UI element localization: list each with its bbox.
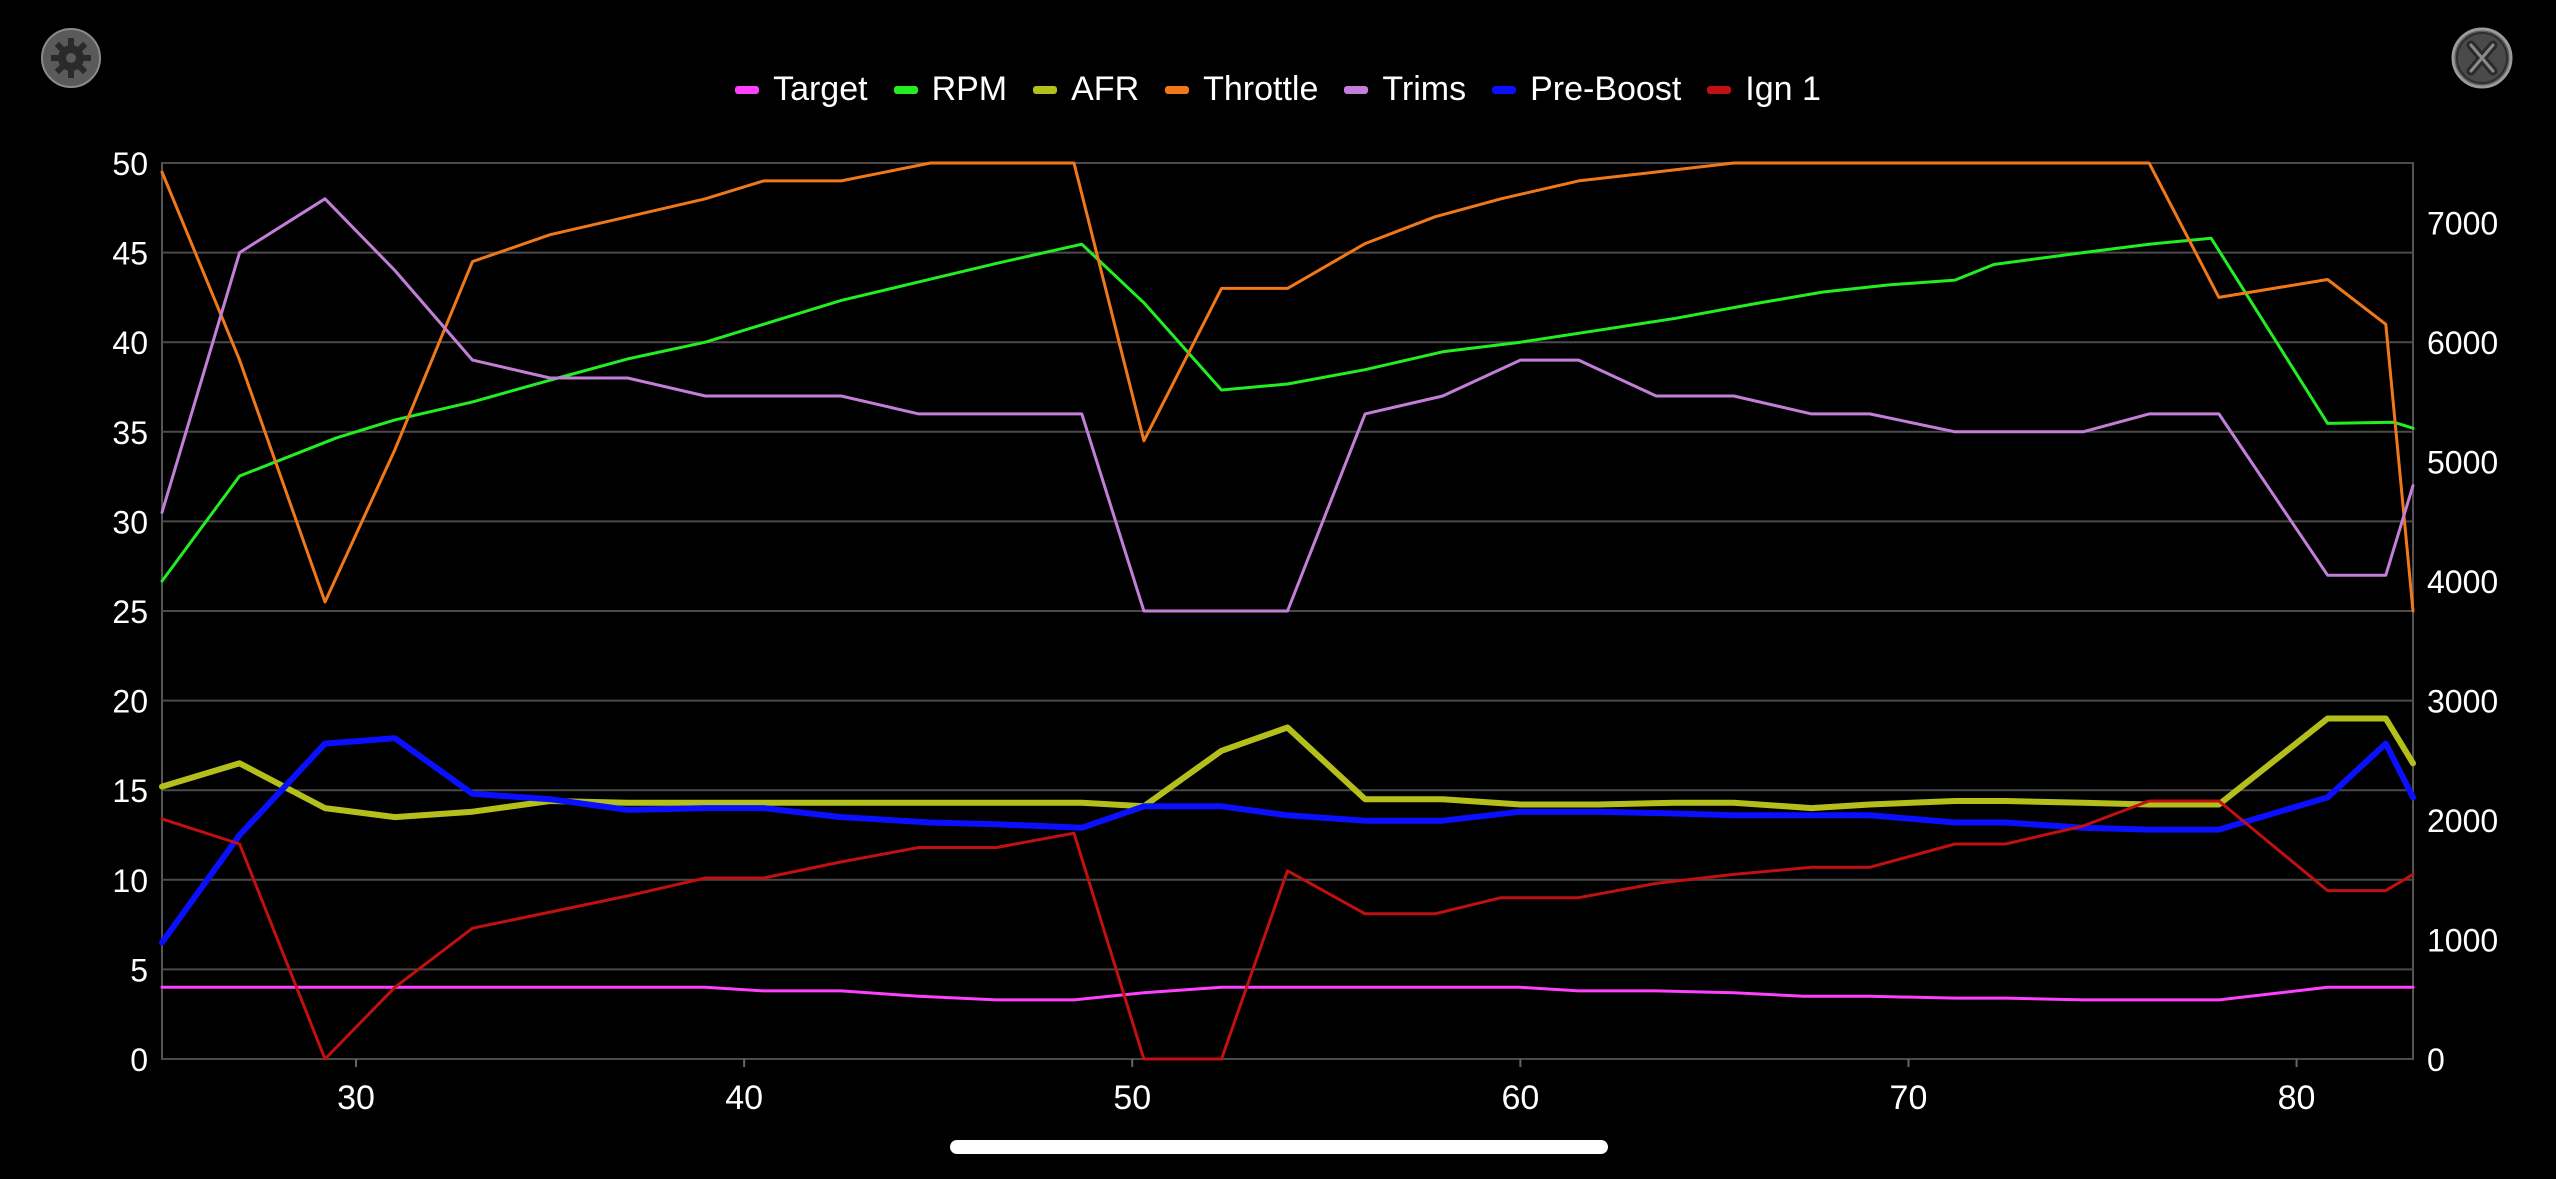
x-tick-label: 80 bbox=[2278, 1079, 2316, 1117]
y-left-tick-label: 10 bbox=[112, 863, 148, 899]
series-line-afr bbox=[159, 715, 2416, 821]
legend-swatch bbox=[1344, 85, 1369, 94]
legend-label: Trims bbox=[1382, 70, 1467, 108]
legend-item[interactable]: Ign 1 bbox=[1707, 70, 1821, 109]
legend-swatch bbox=[1165, 85, 1190, 94]
y-right-tick-label: 2000 bbox=[2427, 803, 2498, 839]
chart-panel bbox=[92, 62, 2532, 1112]
chart-legend: Target RPM AFR Throttle Trims Pre-Boost Ign 1 bbox=[0, 70, 2556, 109]
legend-item[interactable]: Target bbox=[735, 70, 868, 109]
settings-button[interactable] bbox=[40, 27, 102, 89]
y-left-tick-label: 25 bbox=[112, 594, 148, 630]
y-right-tick-label: 6000 bbox=[2427, 325, 2498, 361]
legend-label: AFR bbox=[1071, 70, 1140, 108]
legend-label: Target bbox=[773, 70, 868, 108]
legend-item[interactable]: Trims bbox=[1344, 70, 1466, 109]
legend-item[interactable]: Pre-Boost bbox=[1492, 70, 1681, 109]
y-left-tick-label: 30 bbox=[112, 504, 148, 540]
x-tick-label: 30 bbox=[337, 1079, 375, 1117]
y-left-tick-label: 40 bbox=[112, 325, 148, 361]
y-left-tick-label: 15 bbox=[112, 773, 148, 809]
series-line-pre-boost bbox=[159, 735, 2416, 946]
series-line-throttle bbox=[160, 161, 2415, 613]
y-left-tick-label: 0 bbox=[130, 1042, 148, 1078]
x-tick-label: 40 bbox=[725, 1079, 763, 1117]
y-left-tick-label: 5 bbox=[130, 952, 148, 988]
legend-label: Ign 1 bbox=[1745, 70, 1821, 108]
legend-swatch bbox=[893, 85, 918, 94]
x-tick-label: 70 bbox=[1890, 1079, 1928, 1117]
legend-label: Pre-Boost bbox=[1530, 70, 1682, 108]
series-line-ign-1 bbox=[160, 799, 2415, 1061]
y-right-tick-label: 5000 bbox=[2427, 445, 2498, 481]
legend-swatch bbox=[1033, 85, 1058, 94]
gear-icon bbox=[41, 28, 101, 88]
series-line-rpm bbox=[160, 236, 2415, 583]
legend-swatch bbox=[735, 85, 760, 94]
legend-item[interactable]: AFR bbox=[1033, 70, 1139, 109]
y-right-tick-label: 3000 bbox=[2427, 684, 2498, 720]
x-tick-label: 60 bbox=[1501, 1079, 1539, 1117]
y-right-tick-label: 4000 bbox=[2427, 564, 2498, 600]
close-icon bbox=[2451, 27, 2513, 89]
x-tick-label: 50 bbox=[1113, 1079, 1151, 1117]
home-indicator[interactable] bbox=[950, 1140, 1608, 1154]
y-left-tick-label: 35 bbox=[112, 415, 148, 451]
legend-swatch bbox=[1707, 85, 1732, 94]
y-right-tick-label: 0 bbox=[2427, 1042, 2445, 1078]
legend-label: RPM bbox=[931, 70, 1008, 108]
y-left-tick-label: 45 bbox=[112, 236, 148, 272]
legend-item[interactable]: Throttle bbox=[1165, 70, 1318, 109]
y-left-tick-label: 20 bbox=[112, 684, 148, 720]
y-right-tick-label: 1000 bbox=[2427, 923, 2498, 959]
series-line-target bbox=[160, 985, 2415, 1002]
y-right-tick-label: 7000 bbox=[2427, 206, 2498, 242]
legend-label: Throttle bbox=[1203, 70, 1319, 108]
legend-swatch bbox=[1492, 85, 1517, 94]
close-button[interactable] bbox=[2451, 27, 2513, 89]
y-left-tick-label: 50 bbox=[112, 146, 148, 182]
legend-item[interactable]: RPM bbox=[893, 70, 1008, 109]
series-line-trims bbox=[160, 197, 2415, 613]
